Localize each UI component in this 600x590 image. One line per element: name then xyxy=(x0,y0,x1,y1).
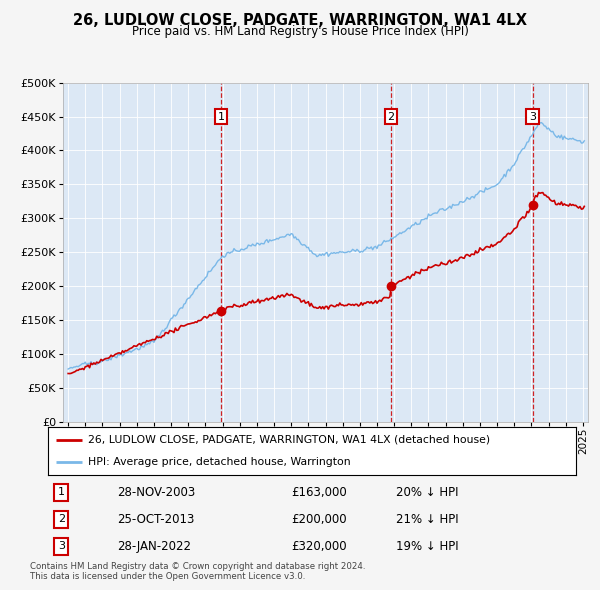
Text: 1: 1 xyxy=(58,487,65,497)
Text: 28-NOV-2003: 28-NOV-2003 xyxy=(116,486,195,499)
Text: 26, LUDLOW CLOSE, PADGATE, WARRINGTON, WA1 4LX: 26, LUDLOW CLOSE, PADGATE, WARRINGTON, W… xyxy=(73,13,527,28)
Text: 28-JAN-2022: 28-JAN-2022 xyxy=(116,540,191,553)
Text: This data is licensed under the Open Government Licence v3.0.: This data is licensed under the Open Gov… xyxy=(30,572,305,581)
Text: HPI: Average price, detached house, Warrington: HPI: Average price, detached house, Warr… xyxy=(88,457,350,467)
Text: 1: 1 xyxy=(218,112,224,122)
Text: 21% ↓ HPI: 21% ↓ HPI xyxy=(397,513,459,526)
Text: 3: 3 xyxy=(529,112,536,122)
Text: 2: 2 xyxy=(388,112,395,122)
Text: £200,000: £200,000 xyxy=(291,513,347,526)
Text: Price paid vs. HM Land Registry's House Price Index (HPI): Price paid vs. HM Land Registry's House … xyxy=(131,25,469,38)
Text: £163,000: £163,000 xyxy=(291,486,347,499)
Text: 3: 3 xyxy=(58,542,65,552)
Text: Contains HM Land Registry data © Crown copyright and database right 2024.: Contains HM Land Registry data © Crown c… xyxy=(30,562,365,571)
Text: 2: 2 xyxy=(58,514,65,525)
Text: £320,000: £320,000 xyxy=(291,540,347,553)
Text: 20% ↓ HPI: 20% ↓ HPI xyxy=(397,486,459,499)
Text: 26, LUDLOW CLOSE, PADGATE, WARRINGTON, WA1 4LX (detached house): 26, LUDLOW CLOSE, PADGATE, WARRINGTON, W… xyxy=(88,435,490,445)
Text: 25-OCT-2013: 25-OCT-2013 xyxy=(116,513,194,526)
Text: 19% ↓ HPI: 19% ↓ HPI xyxy=(397,540,459,553)
